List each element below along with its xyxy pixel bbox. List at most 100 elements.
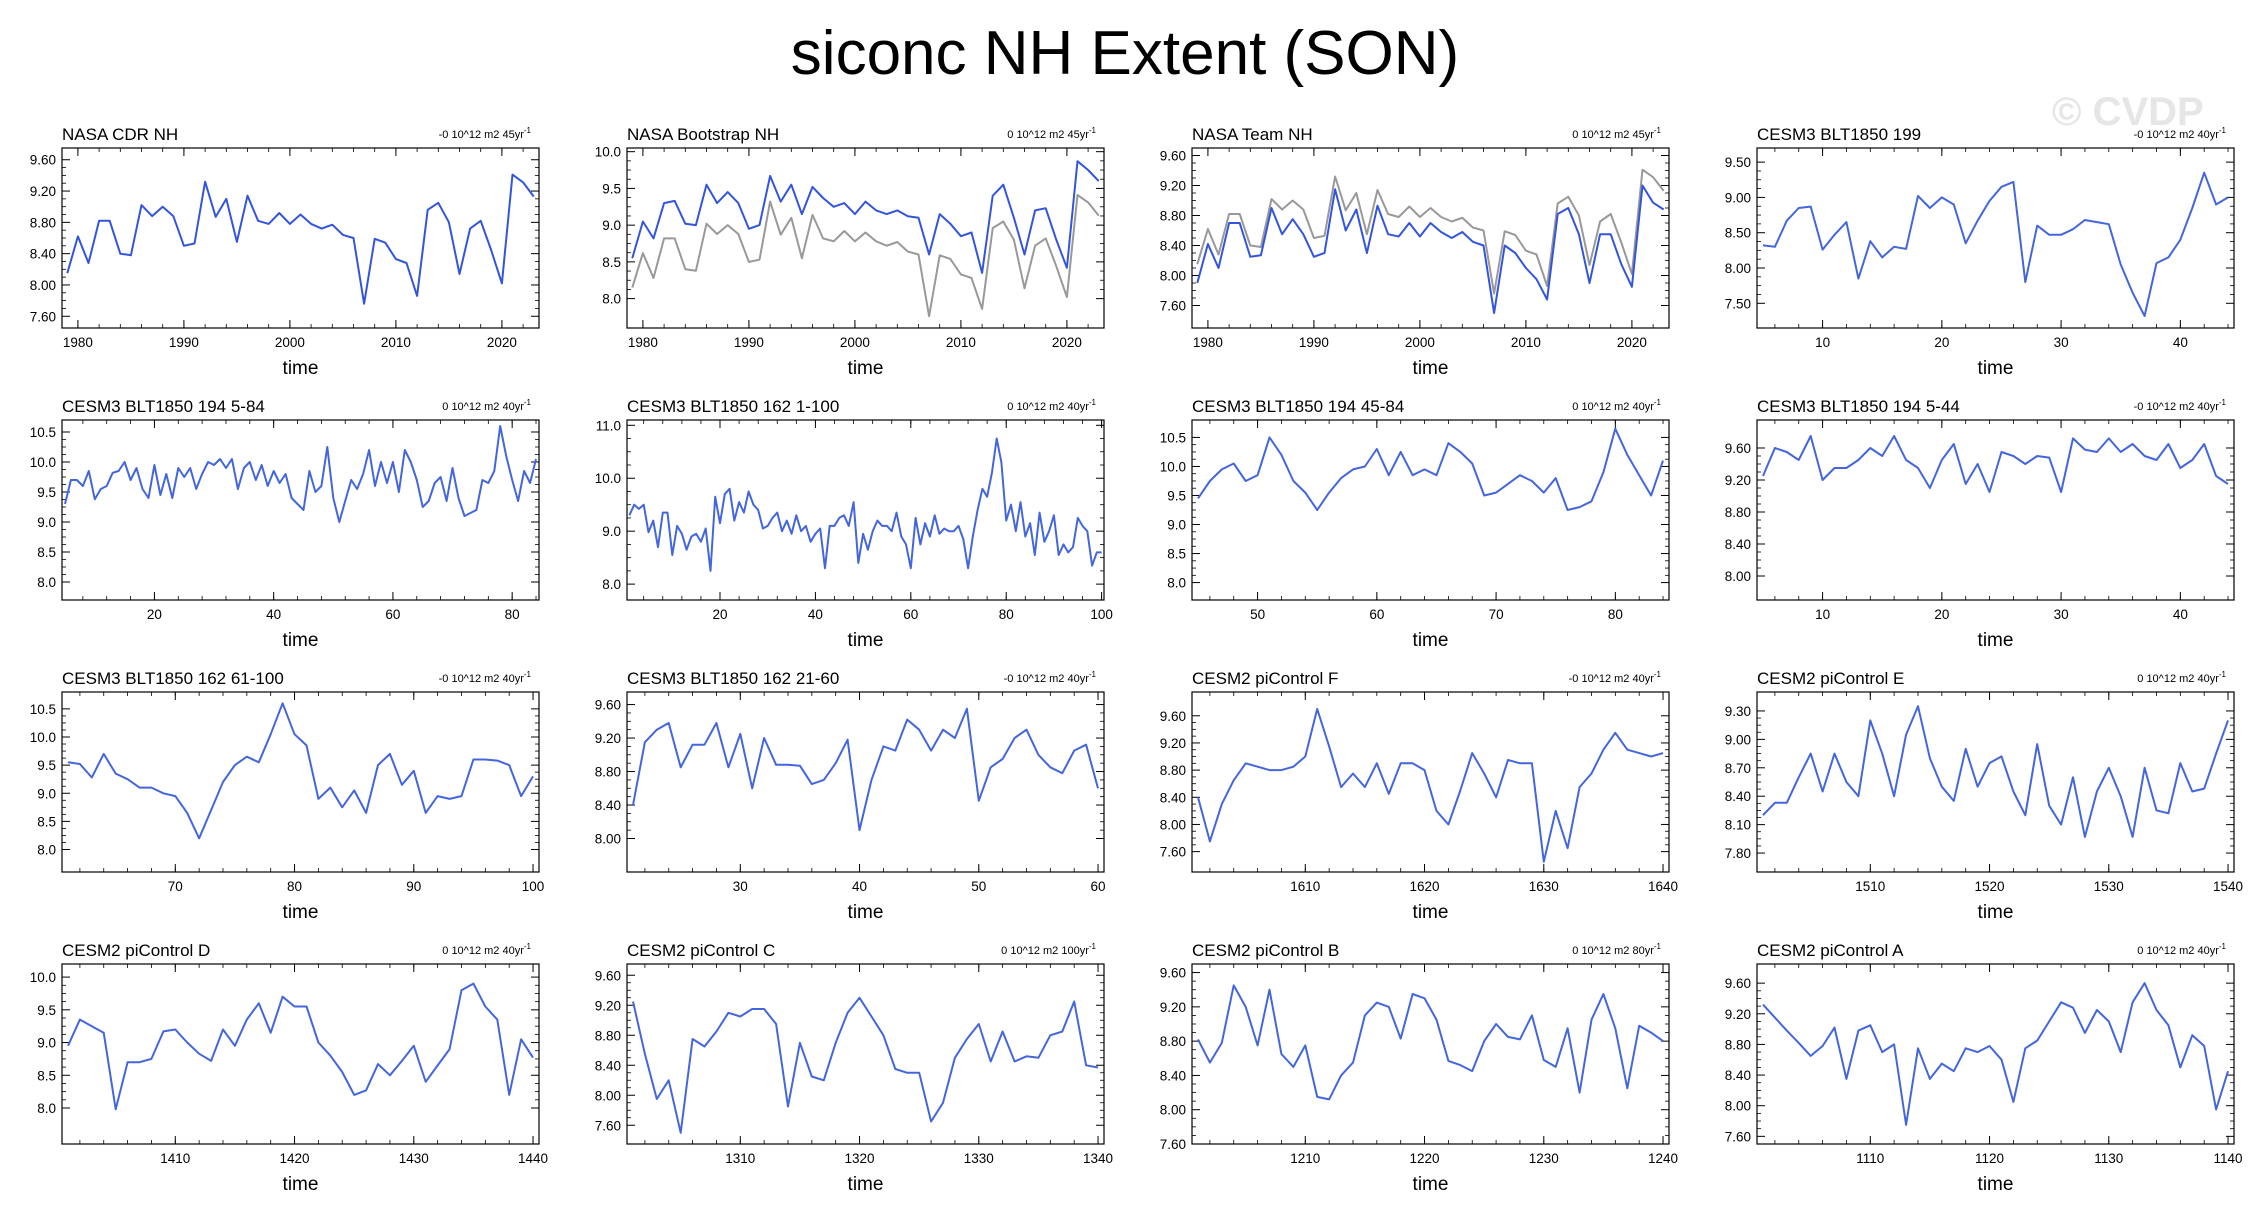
y-tick-label: 9.60 [595,698,621,713]
series-line [1197,708,1664,863]
x-axis-label: time [283,1174,319,1195]
plot-frame [1756,691,2235,873]
x-tick-label: 1120 [1975,1151,2004,1166]
y-tick-label: 9.60 [1725,441,1751,456]
cvdp-watermark: © CVDP [2052,90,2204,134]
x-tick-label: 1980 [63,335,93,350]
x-axis-label: time [848,1174,884,1195]
y-tick-label: 9.0 [602,218,621,233]
panel-title: NASA Bootstrap NH [627,125,779,144]
x-tick-label: 80 [999,607,1014,622]
chart-panel: CESM2 piControl E 0 10^12 m2 40yr-1 7.80 8.… [1725,669,2243,923]
x-tick-label: 1130 [2094,1151,2123,1166]
y-tick-label: 8.40 [595,1058,621,1073]
panel-title: CESM2 piControl D [62,941,210,960]
x-axis-label: time [1413,358,1449,379]
y-tick-label: 10.0 [30,970,56,985]
x-tick-label: 1410 [160,1151,190,1166]
panel-title: CESM2 piControl A [1757,941,1904,960]
plot-frame [626,147,1105,329]
x-tick-label: 2000 [1405,335,1435,350]
y-tick-label: 9.0 [37,1036,56,1051]
x-tick-label: 30 [2054,607,2069,622]
trend-label: 0 10^12 m2 45yr-1 [1572,126,1661,141]
y-tick-label: 8.00 [1160,1103,1186,1118]
x-axis-label: time [283,358,319,379]
x-tick-label: 1330 [964,1151,994,1166]
x-tick-label: 50 [971,879,986,894]
y-tick-label: 8.40 [595,798,621,813]
y-tick-label: 8.80 [595,765,621,780]
trend-label: -0 10^12 m2 40yr-1 [1569,670,1662,685]
series-line [632,996,1099,1134]
chart-panel: CESM3 BLT1850 199 -0 10^12 m2 40yr-1 7.50 8… [1725,125,2235,379]
x-tick-label: 100 [522,879,545,894]
plot-frame [626,963,1105,1145]
x-tick-label: 2020 [1052,335,1082,350]
chart-panel: CESM2 piControl F -0 10^12 m2 40yr-1 7.60 8… [1160,669,1678,923]
chart-panel: NASA Bootstrap NH 0 10^12 m2 45yr-1 8.0 8.5… [595,125,1105,379]
x-tick-label: 1440 [518,1151,548,1166]
x-tick-label: 60 [903,607,918,622]
y-tick-label: 9.20 [595,998,621,1013]
x-tick-label: 2020 [487,335,517,350]
x-tick-label: 1640 [1648,879,1678,894]
x-tick-label: 40 [2173,607,2188,622]
x-tick-label: 1620 [1410,879,1440,894]
y-tick-label: 8.5 [37,545,56,560]
x-tick-label: 10 [1815,607,1830,622]
y-tick-label: 9.20 [595,731,621,746]
y-tick-label: 10.5 [30,425,56,440]
trend-exponent: -1 [524,126,532,135]
x-tick-label: 2000 [275,335,305,350]
y-tick-label: 8.40 [1725,537,1751,552]
x-tick-label: 30 [733,879,748,894]
x-tick-label: 2010 [946,335,976,350]
plot-frame [626,419,1105,601]
x-axis-label: time [1978,630,2014,651]
y-tick-label: 7.60 [595,1118,621,1133]
trend-exponent: -1 [524,942,532,951]
series-line [1762,171,2229,317]
y-tick-label: 7.60 [1160,299,1186,314]
y-tick-label: 11.0 [596,418,621,433]
y-tick-label: 8.0 [602,292,621,307]
x-tick-label: 1990 [169,335,199,350]
x-axis-label: time [1978,358,2014,379]
panel-title: CESM3 BLT1850 194 5-44 [1757,397,1960,416]
panel-title: NASA CDR NH [62,125,178,144]
y-tick-label: 9.00 [1725,732,1751,747]
y-tick-label: 9.50 [1725,155,1751,170]
trend-label: 0 10^12 m2 45yr-1 [1007,126,1096,141]
trend-label: 0 10^12 m2 40yr-1 [2137,670,2226,685]
x-tick-label: 1630 [1529,879,1559,894]
x-tick-label: 70 [168,879,183,894]
y-tick-label: 7.60 [1160,1137,1186,1152]
y-tick-label: 8.0 [37,843,56,858]
y-tick-label: 9.00 [1725,190,1751,205]
y-tick-label: 8.0 [37,1101,56,1116]
trend-label: -0 10^12 m2 40yr-1 [2134,398,2227,413]
y-tick-label: 9.30 [1725,704,1751,719]
plot-frame [61,691,540,873]
y-tick-label: 9.20 [30,184,56,199]
trend-exponent: -1 [1654,942,1662,951]
chart-panel: CESM3 BLT1850 162 21-60 -0 10^12 m2 40yr-… [595,669,1106,923]
trend-exponent: -1 [2219,670,2227,679]
series-line [1762,982,2229,1126]
panel-title: CESM3 BLT1850 162 21-60 [627,669,839,688]
panel-title: CESM3 BLT1850 162 61-100 [62,669,284,688]
x-tick-label: 1420 [280,1151,310,1166]
chart-panel: NASA CDR NH -0 10^12 m2 45yr-1 7.60 8.00 8.4… [30,125,540,379]
y-tick-label: 9.60 [595,968,621,983]
series-line [64,425,537,523]
x-axis-label: time [1413,630,1449,651]
y-tick-label: 10.0 [30,730,56,745]
y-tick-label: 8.0 [37,575,56,590]
y-tick-label: 10.5 [30,702,56,717]
x-tick-label: 40 [852,879,867,894]
chart-panel: CESM2 piControl B 0 10^12 m2 80yr-1 7.60 8.… [1160,941,1678,1195]
x-tick-label: 1520 [1975,879,2005,894]
y-tick-label: 8.00 [1725,261,1751,276]
y-tick-label: 8.80 [595,1028,621,1043]
